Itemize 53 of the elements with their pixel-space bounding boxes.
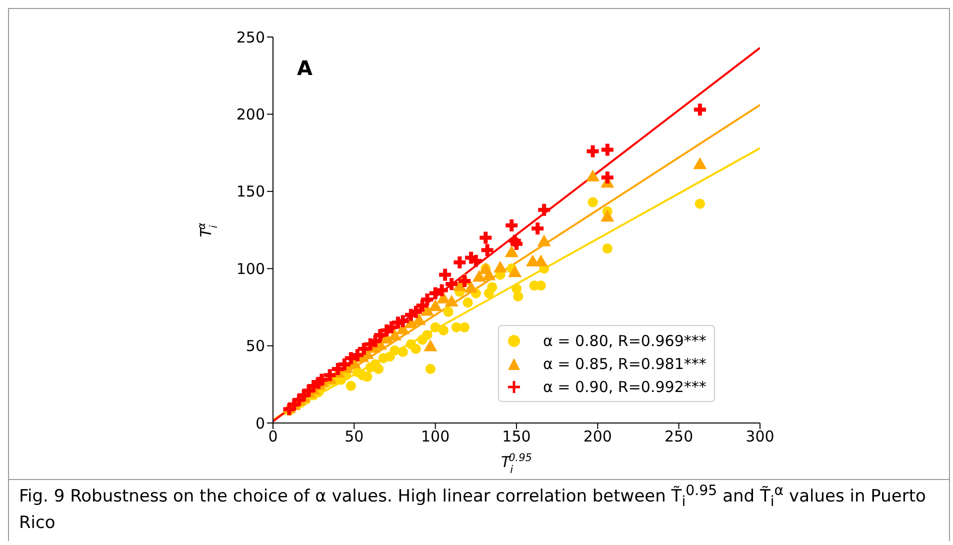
- point: [460, 322, 470, 332]
- x-tick-label: 100: [421, 428, 450, 446]
- point: [410, 344, 421, 354]
- y-tick-label: 250: [236, 28, 265, 46]
- point: [446, 278, 458, 290]
- point: [430, 322, 440, 332]
- point: [422, 330, 432, 340]
- point: [346, 380, 356, 391]
- y-tick-label: 200: [236, 106, 265, 124]
- legend-label: α = 0.85, R=0.981***: [543, 354, 706, 372]
- point: [438, 325, 448, 336]
- point: [487, 282, 498, 292]
- point: [462, 298, 473, 308]
- point: [694, 104, 706, 116]
- point: [351, 349, 364, 362]
- point: [481, 244, 494, 256]
- y-tick-label: 50: [246, 337, 265, 356]
- point: [436, 284, 448, 296]
- legend-label: α = 0.80, R=0.969***: [543, 332, 706, 350]
- point: [513, 291, 524, 302]
- text: Fig. 9 Robustness on the choice of α values. High linear correlation between T̃$_{i}$$^{0.95}$ and T̃$_{i}$$^{α}$ values in Puerto Rico: [19, 483, 926, 534]
- legend-label: α = 0.90, R=0.992***: [543, 378, 706, 396]
- point: [694, 198, 705, 209]
- point: [602, 243, 612, 254]
- point: [398, 346, 408, 358]
- y-tick-label: 100: [236, 260, 265, 278]
- x-tick-label: 150: [502, 428, 531, 446]
- point: [538, 204, 550, 216]
- y-tick-label: 0: [255, 414, 265, 432]
- point: [373, 364, 384, 374]
- x-tick-label: 250: [664, 428, 694, 446]
- point: [421, 293, 434, 306]
- point: [510, 238, 522, 250]
- point: [425, 364, 436, 374]
- point: [454, 256, 466, 268]
- point: [601, 144, 614, 156]
- x-tick-label: 50: [344, 428, 364, 446]
- point: [362, 372, 372, 382]
- annotation: A: [297, 56, 313, 80]
- point: [439, 268, 452, 281]
- point: [601, 172, 614, 184]
- point: [532, 222, 544, 234]
- point: [480, 232, 492, 244]
- x-tick-label: 0: [268, 428, 278, 446]
- point: [588, 197, 598, 208]
- point: [324, 369, 336, 382]
- point: [506, 219, 518, 232]
- point: [443, 306, 454, 317]
- point: [338, 358, 350, 370]
- x-tick-label: 200: [583, 428, 612, 446]
- x-tick-label: 300: [746, 428, 774, 446]
- point: [586, 145, 599, 158]
- y-tick-label: 150: [236, 182, 265, 201]
